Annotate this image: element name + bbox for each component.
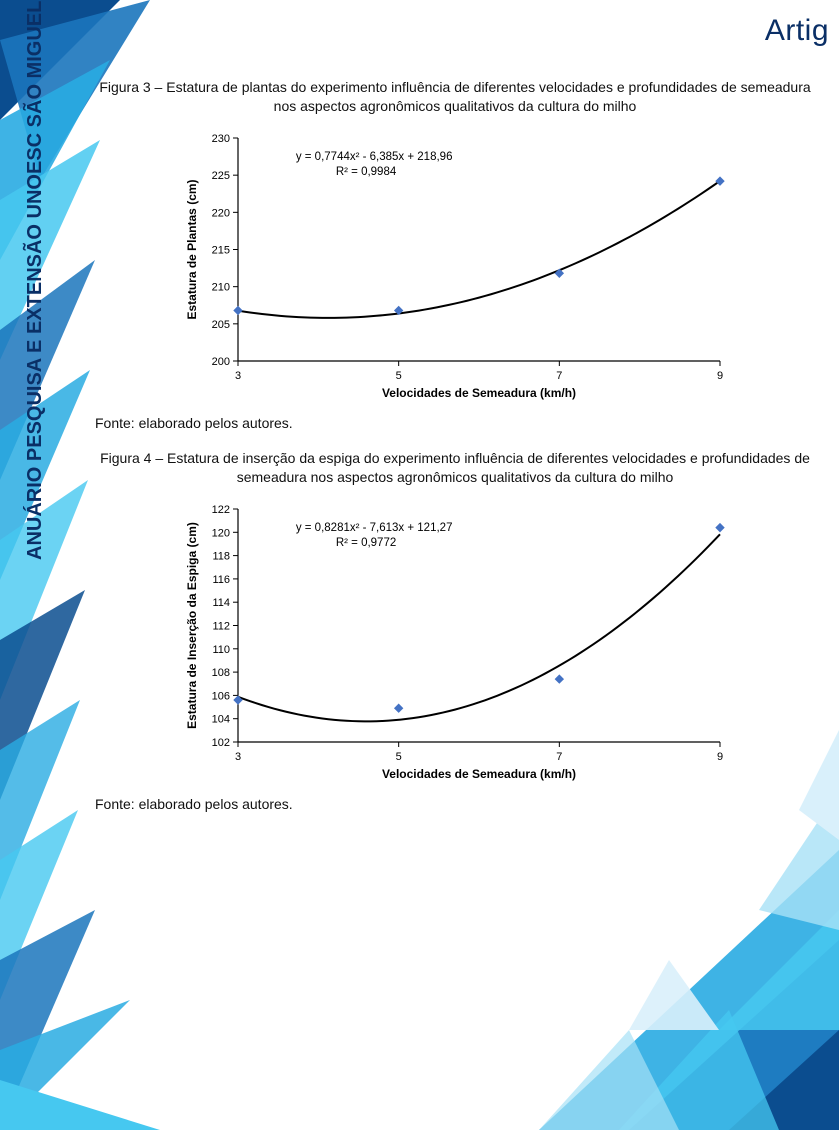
svg-text:Velocidades de Semeadura (km/h: Velocidades de Semeadura (km/h) <box>382 386 576 400</box>
svg-text:205: 205 <box>212 319 230 331</box>
svg-text:108: 108 <box>212 667 230 679</box>
main-content: Figura 3 – Estatura de plantas do experi… <box>95 70 815 830</box>
fig4-chart: 102 104 106 108 110 112 114 116 118 120 122 3 5 7 9 y =… <box>165 493 745 786</box>
svg-text:y = 0,8281x² - 7,613x + 121,27: y = 0,8281x² - 7,613x + 121,27 <box>296 522 453 534</box>
svg-text:3: 3 <box>235 370 241 382</box>
svg-text:9: 9 <box>717 370 723 382</box>
svg-text:R² = 0,9772: R² = 0,9772 <box>336 537 396 549</box>
svg-text:Velocidades de Semeadura (km/h: Velocidades de Semeadura (km/h) <box>382 767 576 781</box>
svg-text:112: 112 <box>212 620 230 632</box>
svg-text:110: 110 <box>212 643 230 655</box>
svg-text:200: 200 <box>212 356 230 368</box>
svg-text:Estatura de Inserção da Espiga: Estatura de Inserção da Espiga (cm) <box>185 522 199 729</box>
svg-text:120: 120 <box>212 527 230 539</box>
svg-text:3: 3 <box>235 751 241 763</box>
vertical-banner-text: ANUÁRIO PESQUISA E EXTENSÃO UNOESC SÃO M… <box>24 0 47 560</box>
fig3-caption: Figura 3 – Estatura de plantas do experi… <box>95 78 815 116</box>
svg-text:5: 5 <box>396 370 402 382</box>
svg-text:225: 225 <box>212 170 230 182</box>
fig3-source: Fonte: elaborado pelos autores. <box>95 415 815 431</box>
svg-text:215: 215 <box>212 244 230 256</box>
svg-text:7: 7 <box>556 751 562 763</box>
svg-text:y = 0,7744x² - 6,385x + 218,96: y = 0,7744x² - 6,385x + 218,96 <box>296 151 453 163</box>
svg-text:230: 230 <box>212 133 230 145</box>
svg-text:9: 9 <box>717 751 723 763</box>
fig4-caption: Figura 4 – Estatura de inserção da espig… <box>95 449 815 487</box>
fig3-chart: 200 205 210 215 220 225 230 3 5 7 9 y = 0,7744x² - … <box>165 122 745 405</box>
svg-text:118: 118 <box>212 550 230 562</box>
svg-text:7: 7 <box>556 370 562 382</box>
svg-text:122: 122 <box>212 504 230 516</box>
svg-text:5: 5 <box>396 751 402 763</box>
svg-text:106: 106 <box>212 690 230 702</box>
svg-text:Estatura de Plantas (cm): Estatura de Plantas (cm) <box>185 179 199 319</box>
header-partial-word: Artig <box>765 14 829 48</box>
svg-text:210: 210 <box>212 281 230 293</box>
fig4-source: Fonte: elaborado pelos autores. <box>95 796 815 812</box>
svg-text:102: 102 <box>212 737 230 749</box>
svg-text:116: 116 <box>212 573 230 585</box>
svg-text:104: 104 <box>212 713 230 725</box>
svg-text:R² = 0,9984: R² = 0,9984 <box>336 166 397 178</box>
svg-text:114: 114 <box>212 597 230 609</box>
svg-text:220: 220 <box>212 207 230 219</box>
